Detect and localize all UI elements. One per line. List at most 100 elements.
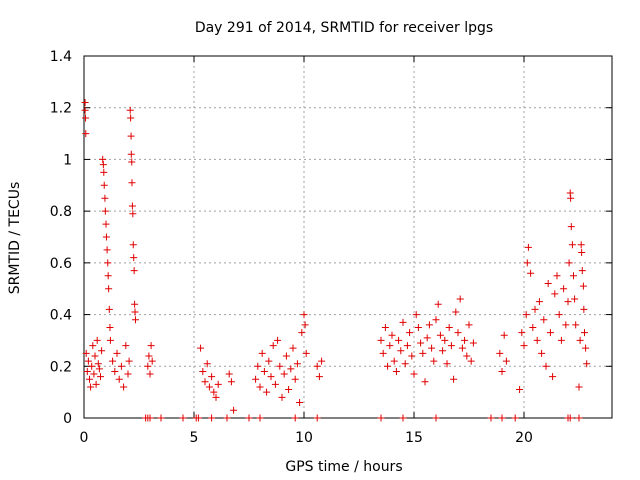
data-point — [210, 388, 218, 396]
data-point — [212, 393, 220, 401]
data-point — [572, 321, 580, 329]
data-point — [567, 194, 575, 202]
data-point — [94, 360, 102, 368]
data-point — [498, 414, 506, 422]
x-tick-label: 5 — [190, 430, 199, 446]
data-point — [127, 132, 135, 140]
data-point — [179, 414, 187, 422]
data-point — [203, 360, 211, 368]
data-point — [256, 383, 264, 391]
data-point — [377, 414, 385, 422]
data-point — [91, 352, 99, 360]
y-tick-label: 1.2 — [50, 101, 72, 117]
data-point — [419, 349, 427, 357]
y-tick-label: 0.4 — [50, 308, 72, 324]
data-point — [258, 349, 266, 357]
data-point — [430, 357, 438, 365]
data-point — [82, 349, 90, 357]
data-point — [456, 295, 464, 303]
data-point — [120, 383, 128, 391]
data-point — [131, 300, 139, 308]
data-point — [109, 357, 117, 365]
data-point — [90, 370, 98, 378]
data-point — [128, 158, 136, 166]
data-point — [245, 414, 253, 422]
data-point — [571, 295, 579, 303]
data-point — [395, 336, 403, 344]
data-point — [313, 414, 321, 422]
data-point — [100, 168, 108, 176]
data-point — [128, 179, 136, 187]
data-point — [496, 349, 504, 357]
data-point — [575, 414, 583, 422]
data-point — [102, 220, 110, 228]
data-point — [502, 357, 510, 365]
data-point — [425, 321, 433, 329]
data-point — [88, 362, 96, 370]
data-point — [540, 316, 548, 324]
data-point — [127, 114, 135, 122]
data-point — [377, 336, 385, 344]
data-point — [463, 352, 471, 360]
data-point — [98, 347, 106, 355]
data-point — [403, 342, 411, 350]
data-point — [81, 99, 89, 107]
data-point — [576, 336, 584, 344]
data-point — [461, 336, 469, 344]
data-point — [287, 365, 295, 373]
data-point — [111, 367, 119, 375]
data-point — [271, 380, 279, 388]
data-point — [465, 321, 473, 329]
data-point — [104, 272, 112, 280]
data-point — [230, 406, 238, 414]
data-point — [518, 329, 526, 337]
data-point — [406, 329, 414, 337]
data-point — [447, 342, 455, 350]
y-tick-label: 0.6 — [50, 256, 72, 272]
data-point — [567, 223, 575, 231]
data-point — [81, 106, 89, 114]
data-point — [146, 414, 154, 422]
data-point — [436, 331, 444, 339]
data-point — [445, 324, 453, 331]
data-point — [524, 243, 532, 251]
data-point — [434, 300, 442, 308]
data-point — [84, 357, 92, 365]
data-point — [201, 378, 209, 386]
data-point — [131, 308, 139, 316]
data-point — [469, 339, 477, 347]
data-point — [443, 360, 451, 368]
data-point — [522, 311, 530, 319]
data-point — [106, 336, 114, 344]
data-point — [414, 324, 422, 331]
y-tick-label: 1.4 — [50, 49, 72, 65]
data-point — [527, 269, 535, 277]
data-point — [122, 342, 130, 350]
data-point — [225, 370, 233, 378]
data-point — [260, 367, 268, 375]
data-point — [293, 360, 301, 368]
data-point — [538, 349, 546, 357]
data-point — [263, 388, 271, 396]
data-point — [439, 347, 447, 355]
data-point — [516, 386, 524, 394]
data-point — [127, 150, 135, 158]
data-point — [131, 316, 139, 324]
data-point — [208, 414, 216, 422]
data-point — [130, 267, 138, 275]
data-point — [101, 207, 109, 215]
data-point — [568, 241, 576, 249]
y-tick-label: 0 — [63, 411, 72, 427]
data-point — [423, 334, 431, 342]
data-point — [102, 233, 110, 241]
data-point — [227, 378, 235, 386]
data-point — [454, 329, 462, 337]
data-point — [147, 342, 155, 350]
data-point — [432, 414, 440, 422]
data-point — [533, 336, 541, 344]
data-point — [401, 360, 409, 368]
y-tick-label: 1 — [63, 152, 72, 168]
data-point — [103, 246, 111, 254]
data-point — [276, 362, 284, 370]
